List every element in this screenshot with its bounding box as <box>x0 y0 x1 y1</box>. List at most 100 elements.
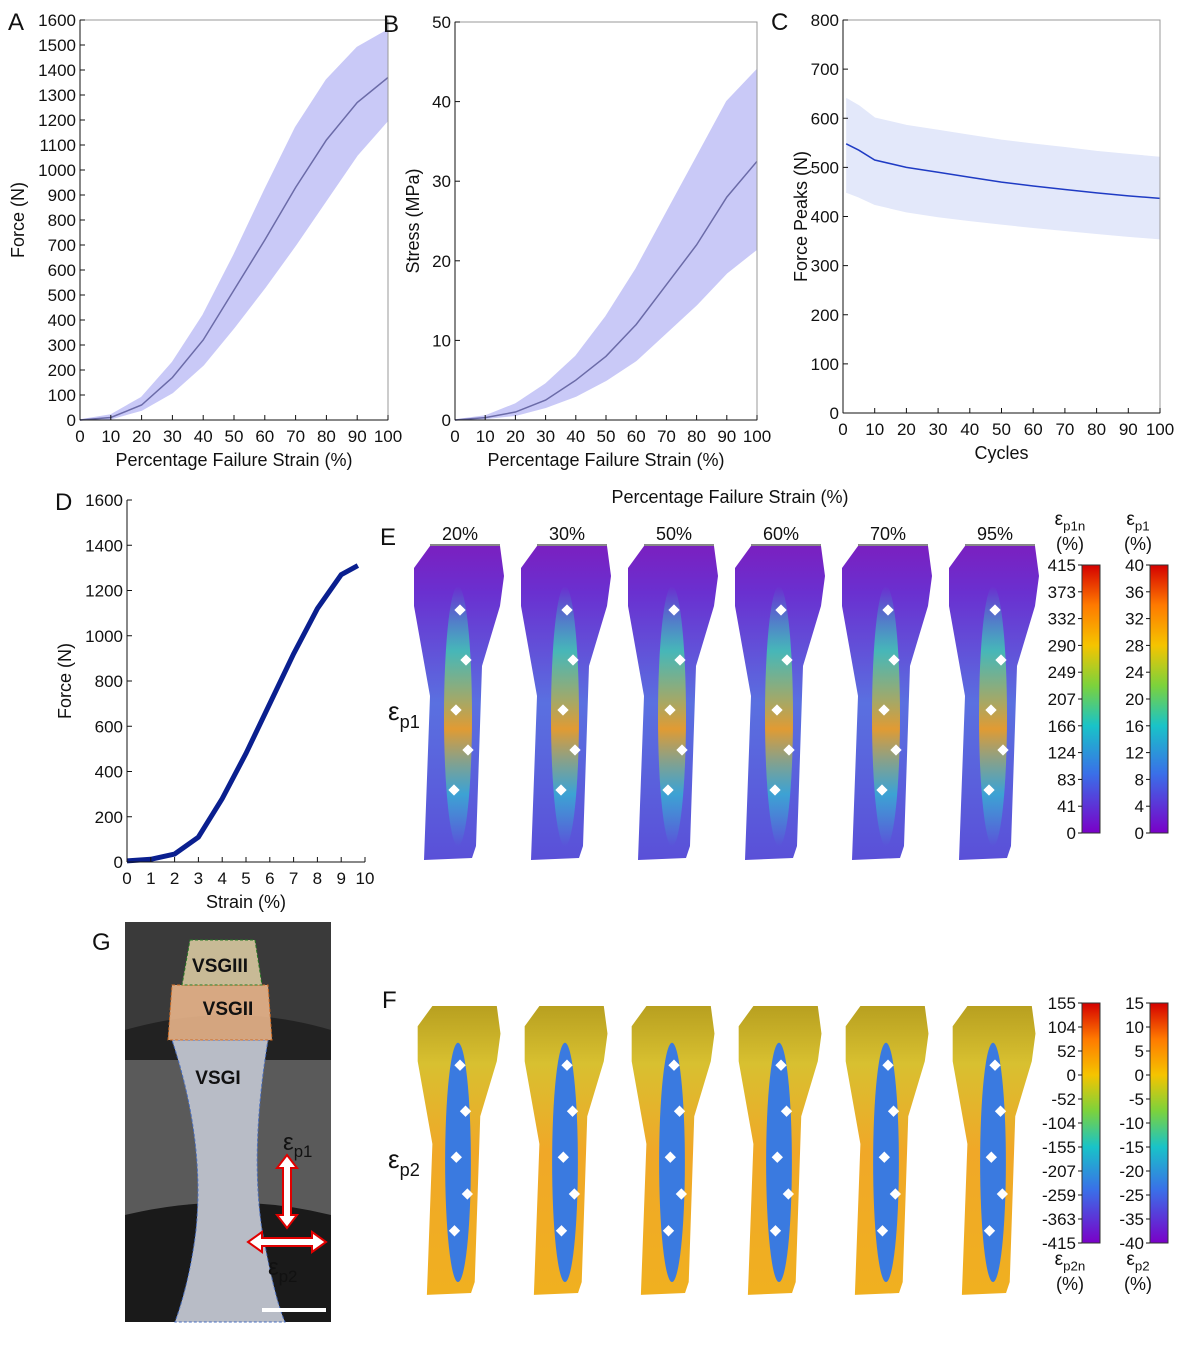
y-tick-label: 400 <box>48 311 76 330</box>
hole <box>569 744 581 756</box>
hole <box>782 1188 795 1200</box>
hole <box>997 744 1009 756</box>
y-tick-label: 500 <box>48 286 76 305</box>
y-tick-label: 600 <box>48 261 76 280</box>
band-fill <box>80 30 388 420</box>
hole <box>783 744 795 756</box>
hole <box>673 1105 686 1117</box>
colorbar <box>1081 1002 1101 1244</box>
x-tick-label: 2 <box>170 869 179 888</box>
x-tick-label: 70 <box>657 427 676 446</box>
arrow-label: εp1 <box>283 1129 312 1161</box>
y-tick-label: 1600 <box>38 11 76 30</box>
colorbar-label: 5 <box>1135 1042 1144 1061</box>
symbol-base: ε <box>1126 1249 1135 1270</box>
colorbar-label: 24 <box>1125 663 1144 682</box>
symbol-sub: p1 <box>294 1142 313 1161</box>
colorbar-symbol: εp1n <box>1055 509 1086 534</box>
x-tick-label: 70 <box>1055 420 1074 439</box>
colorbar-label: -259 <box>1042 1186 1076 1205</box>
y-tick-label: 1400 <box>85 536 123 555</box>
hole <box>664 704 676 716</box>
colorbar-label: 12 <box>1125 744 1144 763</box>
colorbar-label: -363 <box>1042 1210 1076 1229</box>
hole <box>561 1059 573 1071</box>
colorbar-label: 20 <box>1125 690 1144 709</box>
strain-map-p2-core <box>980 1042 1006 1282</box>
hole <box>448 1225 461 1237</box>
hole <box>989 1059 1001 1071</box>
y-tick-label: 10 <box>432 331 451 350</box>
symbol-sub: p2 <box>279 1267 298 1286</box>
panel-letter: G <box>92 929 111 956</box>
x-tick-label: 0 <box>450 427 459 446</box>
colorbar-label: -15 <box>1119 1138 1144 1157</box>
symbol-base: ε <box>388 696 400 726</box>
y-tick-label: 0 <box>67 411 76 430</box>
colorbar-label: 166 <box>1048 717 1076 736</box>
x-tick-label: 10 <box>356 869 375 888</box>
hole <box>462 744 474 756</box>
band-fill <box>846 98 1160 239</box>
x-tick-label: 50 <box>597 427 616 446</box>
x-tick-label: 90 <box>1119 420 1138 439</box>
strain-map-p1-core <box>872 586 900 846</box>
y-axis-label: Force (N) <box>55 643 75 719</box>
symbol-base: ε <box>283 1129 294 1156</box>
hole <box>889 1188 902 1200</box>
y-tick-label: 800 <box>48 211 76 230</box>
colorbar-label: 0 <box>1135 824 1144 843</box>
x-tick-label: 90 <box>348 427 367 446</box>
region-label: VSGII <box>203 999 254 1020</box>
hole <box>675 1188 688 1200</box>
y-tick-label: 1500 <box>38 36 76 55</box>
hole <box>662 1225 675 1237</box>
hole <box>450 1151 462 1163</box>
colorbar-label: -52 <box>1051 1090 1076 1109</box>
x-tick-label: 0 <box>122 869 131 888</box>
y-tick-label: 400 <box>95 763 123 782</box>
y-tick-label: 0 <box>442 411 451 430</box>
hole <box>769 1225 782 1237</box>
y-tick-label: 1000 <box>38 161 76 180</box>
colorbar <box>1149 564 1169 834</box>
band-edge <box>845 191 1161 240</box>
y-tick-label: 1600 <box>85 491 123 510</box>
hole <box>876 1225 889 1237</box>
hole <box>985 704 997 716</box>
colorbar-label: 0 <box>1067 824 1076 843</box>
y-tick-label: 300 <box>811 257 839 276</box>
x-axis-label: Percentage Failure Strain (%) <box>487 450 724 470</box>
y-tick-label: 100 <box>48 386 76 405</box>
y-tick-label: 600 <box>811 109 839 128</box>
column-label: 70% <box>870 524 906 544</box>
hole <box>674 654 686 666</box>
specimen-image <box>125 922 331 1323</box>
y-tick-label: 900 <box>48 186 76 205</box>
column-label: 60% <box>763 524 799 544</box>
hole <box>989 604 1001 616</box>
y-tick-label: 600 <box>95 717 123 736</box>
hole <box>769 784 781 796</box>
colorbar-label: -207 <box>1042 1162 1076 1181</box>
hole <box>450 704 462 716</box>
y-tick-label: 800 <box>811 11 839 30</box>
x-tick-label: 60 <box>255 427 274 446</box>
x-tick-label: 100 <box>743 427 771 446</box>
colorbar-label: -40 <box>1119 1234 1144 1253</box>
colorbar-label: -20 <box>1119 1162 1144 1181</box>
colorbar-symbol: εp1 <box>1126 509 1149 534</box>
x-tick-label: 10 <box>865 420 884 439</box>
y-tick-label: 1100 <box>39 136 76 155</box>
hole <box>561 604 573 616</box>
symbol-base: ε <box>268 1254 279 1281</box>
symbol-sub: p1 <box>1135 519 1150 534</box>
y-tick-label: 1200 <box>38 111 76 130</box>
x-tick-label: 10 <box>476 427 495 446</box>
colorbar-label: 155 <box>1048 994 1076 1013</box>
colorbar-label: 10 <box>1125 1018 1144 1037</box>
colorbar-label: 0 <box>1067 1066 1076 1085</box>
x-tick-label: 50 <box>225 427 244 446</box>
strain-map-p2-core <box>659 1042 685 1282</box>
